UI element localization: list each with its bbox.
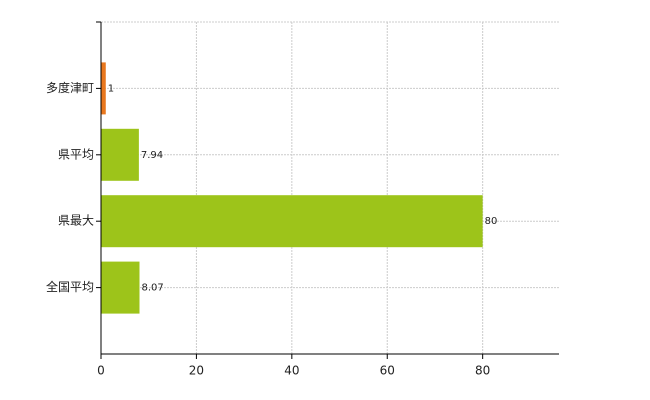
data-label: 1 (108, 83, 114, 94)
bar (101, 128, 139, 181)
bar (101, 195, 483, 248)
y-tick-label: 県最大 (58, 214, 94, 228)
data-label: 8.07 (142, 283, 164, 294)
bar (101, 62, 106, 115)
x-tick-label: 60 (380, 364, 395, 378)
data-label: 80 (485, 216, 498, 227)
data-label: 7.94 (141, 150, 163, 161)
x-tick-label: 40 (284, 364, 299, 378)
y-tick-label: 全国平均 (46, 279, 94, 294)
y-tick-label: 県平均 (58, 147, 94, 161)
x-tick-label: 20 (189, 364, 204, 378)
bar (101, 261, 140, 314)
x-tick-label: 80 (475, 364, 490, 378)
y-tick-label: 多度津町 (46, 80, 94, 95)
x-tick-label: 0 (97, 364, 105, 378)
